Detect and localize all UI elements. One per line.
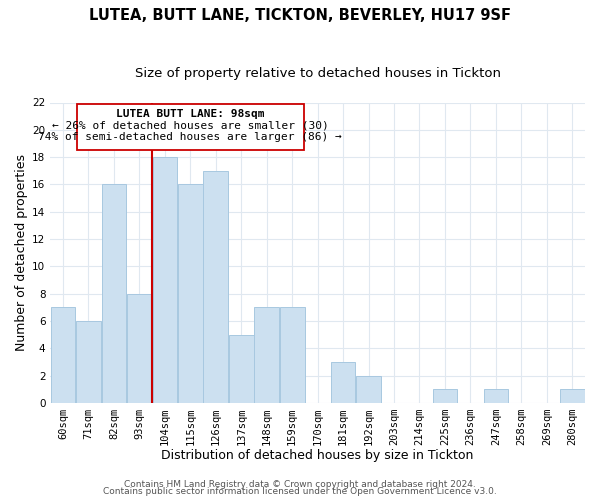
- Text: LUTEA BUTT LANE: 98sqm: LUTEA BUTT LANE: 98sqm: [116, 108, 265, 118]
- Bar: [101, 184, 126, 403]
- Bar: [152, 157, 177, 403]
- Bar: [76, 321, 101, 403]
- Bar: [178, 184, 203, 403]
- Bar: [254, 308, 279, 403]
- Title: Size of property relative to detached houses in Tickton: Size of property relative to detached ho…: [134, 68, 500, 80]
- Bar: [484, 390, 508, 403]
- Text: ← 26% of detached houses are smaller (30): ← 26% of detached houses are smaller (30…: [52, 120, 329, 130]
- Text: Contains HM Land Registry data © Crown copyright and database right 2024.: Contains HM Land Registry data © Crown c…: [124, 480, 476, 489]
- Text: Contains public sector information licensed under the Open Government Licence v3: Contains public sector information licen…: [103, 488, 497, 496]
- Bar: [203, 171, 228, 403]
- Bar: [560, 390, 584, 403]
- Bar: [331, 362, 355, 403]
- Text: 74% of semi-detached houses are larger (86) →: 74% of semi-detached houses are larger (…: [38, 132, 342, 142]
- Bar: [356, 376, 381, 403]
- Bar: [280, 308, 305, 403]
- Bar: [50, 308, 76, 403]
- FancyBboxPatch shape: [77, 104, 304, 150]
- Y-axis label: Number of detached properties: Number of detached properties: [15, 154, 28, 351]
- Text: LUTEA, BUTT LANE, TICKTON, BEVERLEY, HU17 9SF: LUTEA, BUTT LANE, TICKTON, BEVERLEY, HU1…: [89, 8, 511, 22]
- X-axis label: Distribution of detached houses by size in Tickton: Distribution of detached houses by size …: [161, 450, 474, 462]
- Bar: [433, 390, 457, 403]
- Bar: [229, 334, 254, 403]
- Bar: [127, 294, 152, 403]
